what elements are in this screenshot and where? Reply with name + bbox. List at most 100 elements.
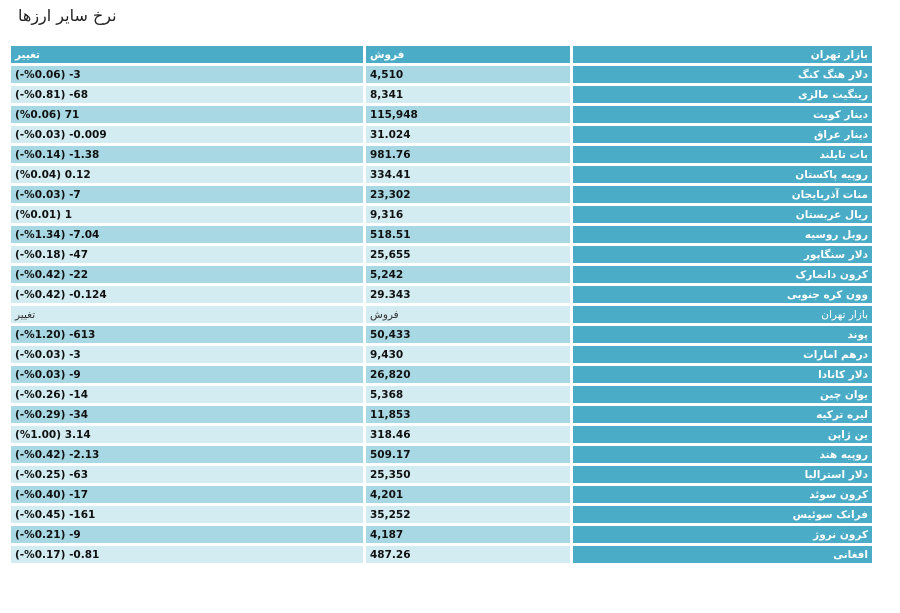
sell-rate: 9,316 [363, 206, 570, 223]
sell-rate: 26,820 [363, 366, 570, 383]
currency-name: ریال عربستان [570, 206, 872, 223]
table-row: وون کره جنوبی 29.343 0.124- (%0.42-) [11, 286, 872, 303]
table-row: دینار عراق 31.024 0.009- (%0.03-) [11, 126, 872, 143]
table-row: لیره ترکیه 11,853 34- (%0.29-) [11, 406, 872, 423]
page-title: نرخ سایر ارزها [18, 6, 117, 25]
change-value: 0.009- (%0.03-) [11, 126, 363, 143]
table-row: کرون نروژ 4,187 9- (%0.21-) [11, 526, 872, 543]
sell-rate: 29.343 [363, 286, 570, 303]
sell-rate: 4,187 [363, 526, 570, 543]
table-row: روپیه هند 509.17 2.13- (%0.42-) [11, 446, 872, 463]
sell-rate: 11,853 [363, 406, 570, 423]
currency-rates-table: بازار تهران فروش تغییر دلار هنگ کنگ 4,510… [11, 43, 872, 566]
table-row: روپیه پاکستان 334.41 0.12 (%0.04) [11, 166, 872, 183]
currency-name: روپیه پاکستان [570, 166, 872, 183]
change-value: 9- (%0.21-) [11, 526, 363, 543]
subheader-sell: فروش [363, 306, 570, 323]
sell-rate: 25,350 [363, 466, 570, 483]
change-value: 3- (%0.03-) [11, 346, 363, 363]
table-row: روبل روسیه 518.51 7.04- (%1.34-) [11, 226, 872, 243]
currency-name: فرانک سوئیس [570, 506, 872, 523]
currency-name: رینگیت مالزی [570, 86, 872, 103]
currency-name: وون کره جنوبی [570, 286, 872, 303]
sell-rate: 981.76 [363, 146, 570, 163]
currency-name: یوان چین [570, 386, 872, 403]
currency-name: دینار عراق [570, 126, 872, 143]
currency-name: دلار کانادا [570, 366, 872, 383]
change-value: 0.124- (%0.42-) [11, 286, 363, 303]
change-value: 161- (%0.45-) [11, 506, 363, 523]
header-market: بازار تهران [570, 46, 872, 63]
sell-rate: 115,948 [363, 106, 570, 123]
change-value: 7- (%0.03-) [11, 186, 363, 203]
table-row: دلار سنگاپور 25,655 47- (%0.18-) [11, 246, 872, 263]
table-row: کرون سوئد 4,201 17- (%0.40-) [11, 486, 872, 503]
table-row: دینار کویت 115,948 71 (%0.06) [11, 106, 872, 123]
change-value: 71 (%0.06) [11, 106, 363, 123]
currency-name: دلار هنگ کنگ [570, 66, 872, 83]
table-row: درهم امارات 9,430 3- (%0.03-) [11, 346, 872, 363]
change-value: 0.12 (%0.04) [11, 166, 363, 183]
change-value: 7.04- (%1.34-) [11, 226, 363, 243]
sell-rate: 5,242 [363, 266, 570, 283]
sell-rate: 5,368 [363, 386, 570, 403]
currency-name: منات آذربایجان [570, 186, 872, 203]
table-row: رینگیت مالزی 8,341 68- (%0.81-) [11, 86, 872, 103]
sell-rate: 4,201 [363, 486, 570, 503]
table-row: ریال عربستان 9,316 1 (%0.01) [11, 206, 872, 223]
change-value: 1.38- (%0.14-) [11, 146, 363, 163]
change-value: 1 (%0.01) [11, 206, 363, 223]
table-row: فرانک سوئیس 35,252 161- (%0.45-) [11, 506, 872, 523]
currency-name: دلار سنگاپور [570, 246, 872, 263]
sell-rate: 518.51 [363, 226, 570, 243]
change-value: 68- (%0.81-) [11, 86, 363, 103]
currency-name: روبل روسیه [570, 226, 872, 243]
currency-name: کرون دانمارک [570, 266, 872, 283]
table-row: پوند 50,433 613- (%1.20-) [11, 326, 872, 343]
change-value: 14- (%0.26-) [11, 386, 363, 403]
header-sell: فروش [363, 46, 570, 63]
currency-name: کرون سوئد [570, 486, 872, 503]
subheader-change: تغییر [11, 306, 363, 323]
change-value: 2.13- (%0.42-) [11, 446, 363, 463]
currency-name: روپیه هند [570, 446, 872, 463]
table-row: دلار هنگ کنگ 4,510 3- (%0.06-) [11, 66, 872, 83]
sell-rate: 334.41 [363, 166, 570, 183]
currency-name: دلار استرالیا [570, 466, 872, 483]
change-value: 34- (%0.29-) [11, 406, 363, 423]
sell-rate: 9,430 [363, 346, 570, 363]
header-change: تغییر [11, 46, 363, 63]
sell-rate: 35,252 [363, 506, 570, 523]
currency-name: لیره ترکیه [570, 406, 872, 423]
sell-rate: 509.17 [363, 446, 570, 463]
table-subheader-row: بازار تهران فروش تغییر [11, 306, 872, 323]
table-row: یوان چین 5,368 14- (%0.26-) [11, 386, 872, 403]
sell-rate: 487.26 [363, 546, 570, 563]
change-value: 9- (%0.03-) [11, 366, 363, 383]
change-value: 3.14 (%1.00) [11, 426, 363, 443]
table-row: ین ژاپن 318.46 3.14 (%1.00) [11, 426, 872, 443]
table-header-row: بازار تهران فروش تغییر [11, 46, 872, 63]
change-value: 17- (%0.40-) [11, 486, 363, 503]
sell-rate: 8,341 [363, 86, 570, 103]
sell-rate: 31.024 [363, 126, 570, 143]
currency-name: افغانی [570, 546, 872, 563]
currency-name: ین ژاپن [570, 426, 872, 443]
currency-name: پوند [570, 326, 872, 343]
table-row: بات تایلند 981.76 1.38- (%0.14-) [11, 146, 872, 163]
change-value: 47- (%0.18-) [11, 246, 363, 263]
sell-rate: 23,302 [363, 186, 570, 203]
change-value: 63- (%0.25-) [11, 466, 363, 483]
change-value: 3- (%0.06-) [11, 66, 363, 83]
table-row: کرون دانمارک 5,242 22- (%0.42-) [11, 266, 872, 283]
table-row: منات آذربایجان 23,302 7- (%0.03-) [11, 186, 872, 203]
change-value: 613- (%1.20-) [11, 326, 363, 343]
change-value: 0.81- (%0.17-) [11, 546, 363, 563]
currency-name: دینار کویت [570, 106, 872, 123]
sell-rate: 50,433 [363, 326, 570, 343]
table-row: دلار کانادا 26,820 9- (%0.03-) [11, 366, 872, 383]
change-value: 22- (%0.42-) [11, 266, 363, 283]
currency-name: بات تایلند [570, 146, 872, 163]
currency-name: درهم امارات [570, 346, 872, 363]
subheader-market: بازار تهران [570, 306, 872, 323]
